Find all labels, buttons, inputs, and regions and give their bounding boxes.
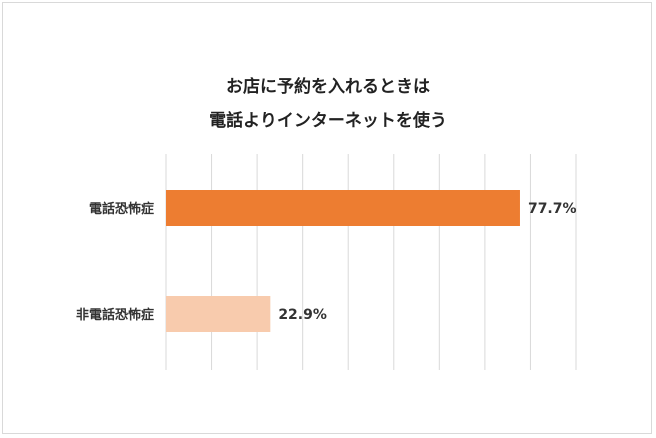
bar-1 bbox=[166, 190, 520, 226]
bars bbox=[166, 190, 520, 332]
chart-title-line-2: 電話よりインターネットを使う bbox=[209, 111, 447, 131]
category-label-1: 電話恐怖症 bbox=[89, 201, 154, 217]
bar-2 bbox=[166, 296, 271, 332]
value-label-1: 77.7% bbox=[528, 201, 577, 217]
labels: 電話恐怖症 77.7% 非電話恐怖症 22.9% bbox=[76, 201, 577, 323]
chart-title-line-1: お店に予約を入れるときは bbox=[226, 77, 430, 97]
category-label-2: 非電話恐怖症 bbox=[76, 307, 154, 323]
chart-frame bbox=[2, 2, 652, 434]
value-label-2: 22.9% bbox=[278, 307, 327, 323]
gridlines bbox=[165, 154, 577, 370]
